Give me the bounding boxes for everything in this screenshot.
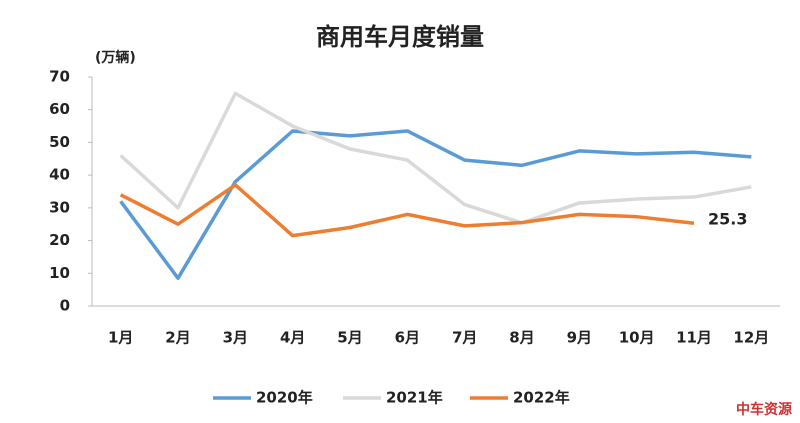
x-tick-label: 7月 [452,329,477,347]
y-tick-label: 70 [49,68,70,86]
x-tick-label: 9月 [567,329,592,347]
legend-label: 2021年 [386,389,443,407]
watermark: 中车资源 [736,401,792,418]
data-label: 25.3 [708,210,747,229]
x-tick-label: 12月 [733,329,769,347]
y-tick-label: 0 [60,297,70,315]
y-tick-label: 40 [49,166,70,184]
x-tick-label: 1月 [108,329,133,347]
chart-title: 商用车月度销量 [316,23,484,51]
x-tick-label: 11月 [676,329,712,347]
y-tick-label: 50 [49,133,70,151]
series-line [119,129,752,280]
y-tick-label: 10 [49,264,70,282]
y-tick-label: 30 [49,198,70,216]
y-tick-label: 20 [49,231,70,249]
x-tick-label: 6月 [395,329,420,347]
y-tick-label: 60 [49,100,70,118]
y-axis-label: (万辆) [95,49,136,66]
x-tick-label: 5月 [337,329,362,347]
legend-label: 2020年 [256,389,313,407]
x-tick-label: 10月 [619,329,655,347]
x-tick-label: 4月 [280,329,305,347]
series-line [119,91,752,225]
legend-label: 2022年 [513,389,570,407]
series-line [119,183,695,238]
x-tick-label: 3月 [223,329,248,347]
x-tick-label: 8月 [509,329,534,347]
x-tick-label: 2月 [165,329,190,347]
